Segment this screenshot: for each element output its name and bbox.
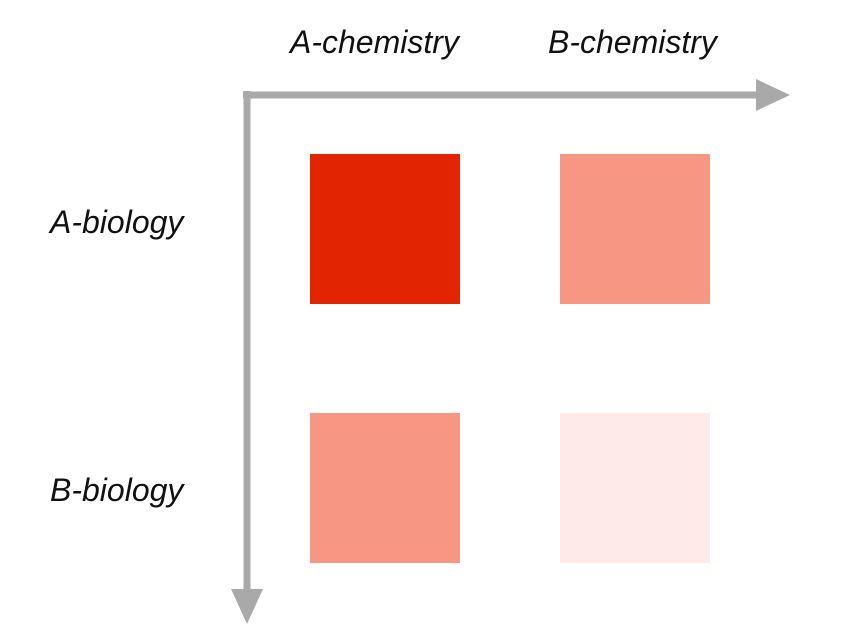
row-label-b-biology: B-biology: [50, 472, 184, 508]
horizontal-axis-arrowhead-icon: [756, 79, 790, 111]
cell-b-biology-a-chemistry: [310, 413, 460, 563]
vertical-axis-arrowhead-icon: [231, 589, 263, 624]
column-label-b-chemistry: B-chemistry: [548, 24, 717, 60]
cell-a-biology-a-chemistry: [310, 154, 460, 304]
cell-b-biology-b-chemistry: [560, 413, 710, 563]
cell-a-biology-b-chemistry: [560, 154, 710, 304]
row-label-a-biology: A-biology: [50, 204, 184, 240]
column-label-a-chemistry: A-chemistry: [290, 24, 459, 60]
